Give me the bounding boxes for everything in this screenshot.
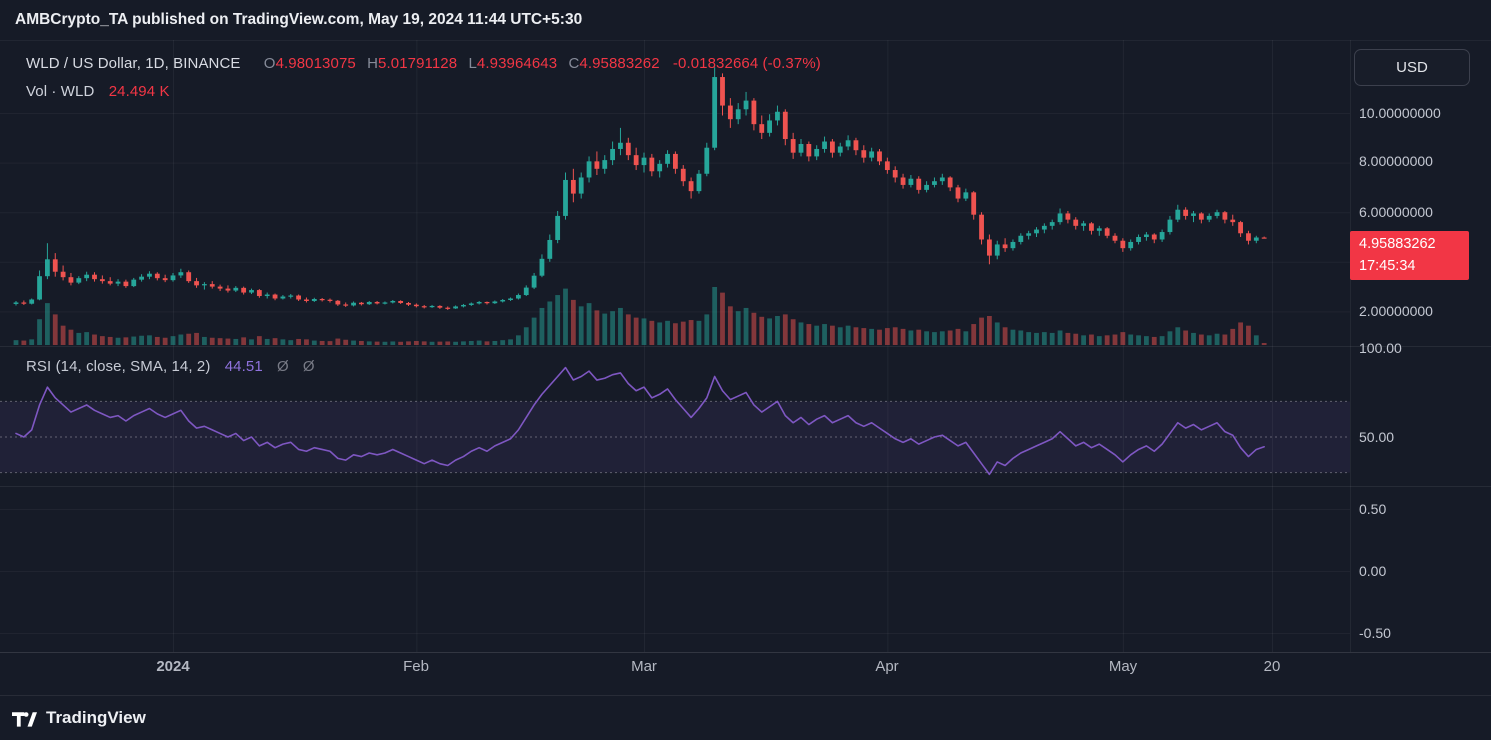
price-scale-label: 2.00000000: [1359, 303, 1433, 319]
ohlc-high-value: 5.01791128: [378, 55, 458, 72]
tradingview-logo-icon[interactable]: [12, 709, 37, 727]
lower-scale-label: 0.00: [1359, 563, 1387, 579]
rsi-value: 44.51: [224, 358, 263, 375]
time-scale-label: 2024: [156, 658, 190, 675]
price-change: -0.01832664 (-0.37%): [672, 55, 821, 72]
chart-canvas[interactable]: [0, 0, 1350, 652]
last-price-badge: 4.95883262 17:45:34: [1350, 231, 1469, 280]
symbol-legend[interactable]: WLD / US Dollar, 1D, BINANCE O4.98013075…: [26, 55, 821, 72]
volume-value: 24.494 K: [108, 83, 170, 100]
ohlc-close-label: C: [568, 55, 580, 72]
time-scale-label: Mar: [631, 658, 657, 675]
header-separator: [0, 40, 1491, 41]
time-scale[interactable]: 2024 Feb Mar Apr May 20: [0, 652, 1350, 686]
publication-text: AMBCrypto_TA published on TradingView.co…: [15, 11, 583, 28]
ohlc-low-value: 4.93964643: [476, 55, 558, 72]
lower-scale-label: -0.50: [1359, 625, 1391, 641]
last-price-value: 4.95883262: [1359, 236, 1436, 252]
price-scale-label: 6.00000000: [1359, 204, 1433, 220]
price-scale-label: 10.00000000: [1359, 105, 1441, 121]
tradingview-wordmark[interactable]: TradingView: [46, 708, 146, 727]
rsi-hidden-values: Ø Ø: [277, 358, 320, 375]
time-scale-label: 20: [1263, 658, 1281, 675]
rsi-legend[interactable]: RSI (14, close, SMA, 14, 2) 44.51 Ø Ø: [26, 358, 320, 375]
publication-header: AMBCrypto_TA published on TradingView.co…: [0, 0, 1491, 40]
time-scale-label: Feb: [403, 658, 429, 675]
volume-label: Vol · WLD: [26, 83, 95, 100]
ohlc-open-value: 4.98013075: [275, 55, 356, 72]
volume-legend[interactable]: Vol · WLD 24.494 K: [26, 83, 170, 100]
time-scale-label: May: [1108, 658, 1138, 675]
pane-separator-price-rsi[interactable]: [0, 346, 1491, 347]
pane-separator-rsi-lower[interactable]: [0, 486, 1491, 487]
lower-scale-label: 0.50: [1359, 501, 1387, 517]
ohlc-low-label: L: [468, 55, 477, 72]
footer: TradingView: [0, 695, 1491, 740]
price-scale[interactable]: USD 10.00000000 8.00000000 6.00000000 2.…: [1350, 0, 1491, 652]
currency-button[interactable]: USD: [1354, 49, 1470, 86]
countdown-timer: 17:45:34: [1359, 258, 1416, 274]
price-scale-label: 8.00000000: [1359, 153, 1433, 169]
rsi-label: RSI (14, close, SMA, 14, 2): [26, 358, 211, 375]
ohlc-open-label: O: [263, 55, 276, 72]
rsi-scale-label: 100.00: [1359, 340, 1402, 356]
time-scale-label: Apr: [875, 658, 899, 675]
price-scale-separator: [1350, 40, 1351, 652]
ohlc-close-value: 4.95883262: [579, 55, 660, 72]
symbol-title: WLD / US Dollar, 1D, BINANCE: [26, 55, 241, 72]
rsi-scale-label: 50.00: [1359, 429, 1395, 445]
ohlc-high-label: H: [367, 55, 379, 72]
time-axis-separator: [0, 652, 1491, 653]
